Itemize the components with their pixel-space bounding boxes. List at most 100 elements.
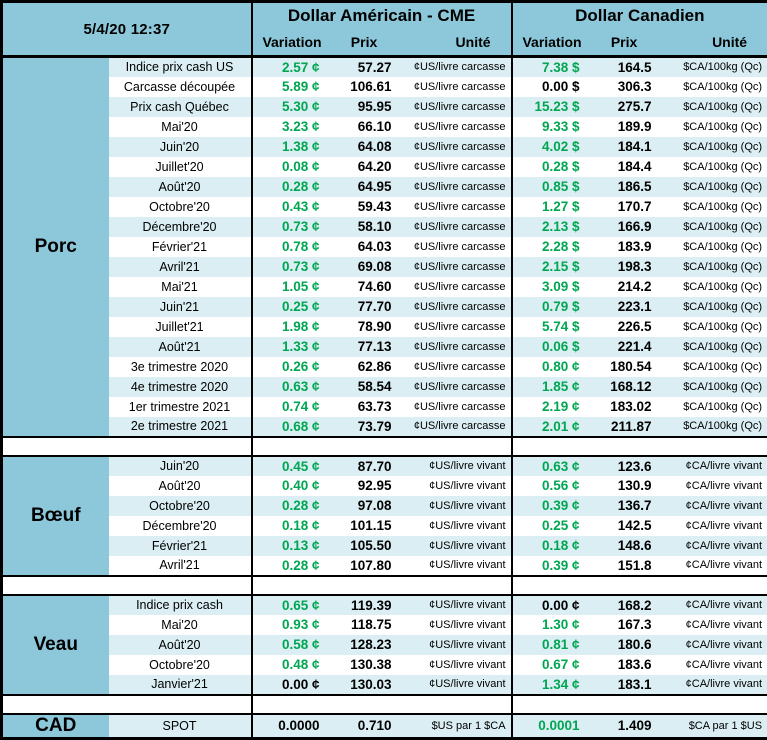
ca-unit-cell: $CA/100kg (Qc): [657, 77, 767, 97]
ca-unit-cell: $CA/100kg (Qc): [657, 117, 767, 137]
variation-value: 7.38: [542, 60, 568, 75]
us-price-cell: 57.27: [332, 57, 397, 77]
ca-price-cell: 223.1: [592, 297, 657, 317]
ca-unite-column-header: Unité: [657, 30, 767, 57]
row-label: Carcasse découpée: [109, 77, 252, 97]
category-veau: Veau: [2, 595, 109, 695]
currency-symbol: ¢: [572, 677, 580, 692]
currency-symbol: ¢: [312, 419, 320, 434]
variation-value: 0.81: [542, 637, 568, 652]
us-unit-cell: ¢US/livre carcasse: [397, 257, 512, 277]
ca-variation-cell: 1.85 ¢: [512, 377, 592, 397]
us-unit-cell: ¢US/livre carcasse: [397, 237, 512, 257]
us-variation-cell: 0.40 ¢: [252, 476, 332, 496]
us-unit-cell: ¢US/livre carcasse: [397, 137, 512, 157]
variation-value: 0.00: [282, 677, 308, 692]
ca-unit-cell: $CA/100kg (Qc): [657, 257, 767, 277]
currency-symbol: $: [572, 119, 580, 134]
variation-value: 0.93: [282, 617, 308, 632]
us-price-cell: 119.39: [332, 595, 397, 615]
row-label: Février'21: [109, 536, 252, 556]
ca-unit-cell: $CA/100kg (Qc): [657, 177, 767, 197]
ca-price-cell: 226.5: [592, 317, 657, 337]
currency-symbol: ¢: [312, 99, 320, 114]
variation-value: 0.56: [542, 478, 568, 493]
currency-symbol: ¢: [312, 79, 320, 94]
currency-symbol: ¢: [572, 657, 580, 672]
group-header-row: 5/4/20 12:37 Dollar Américain - CME Doll…: [2, 2, 767, 30]
us-variation-cell: 1.05 ¢: [252, 277, 332, 297]
ca-variation-cell: 7.38 $: [512, 57, 592, 77]
ca-price-cell: 168.2: [592, 595, 657, 615]
ca-price-cell: 221.4: [592, 337, 657, 357]
us-unit-cell: ¢US/livre carcasse: [397, 337, 512, 357]
ca-unit-cell: ¢CA/livre vivant: [657, 496, 767, 516]
currency-symbol: ¢: [312, 637, 320, 652]
row-label: Mai'21: [109, 277, 252, 297]
variation-value: 0.00: [542, 598, 568, 613]
us-unit-cell: ¢US/livre carcasse: [397, 157, 512, 177]
ca-unit-cell: $CA/100kg (Qc): [657, 377, 767, 397]
row-label: Août'20: [109, 177, 252, 197]
us-price-cell: 78.90: [332, 317, 397, 337]
currency-symbol: ¢: [572, 419, 580, 434]
variation-value: 0.00: [542, 79, 568, 94]
ca-unit-cell: $CA/100kg (Qc): [657, 197, 767, 217]
us-price-cell: 64.20: [332, 157, 397, 177]
currency-symbol: ¢: [312, 558, 320, 573]
row-label: Février'21: [109, 237, 252, 257]
us-unit-cell: ¢US/livre carcasse: [397, 297, 512, 317]
us-unit-cell: ¢US/livre carcasse: [397, 377, 512, 397]
currency-symbol: ¢: [312, 199, 320, 214]
ca-unit-cell: $CA/100kg (Qc): [657, 417, 767, 437]
ca-price-cell: 148.6: [592, 536, 657, 556]
ca-price-cell: 167.3: [592, 615, 657, 635]
variation-value: 0.67: [542, 657, 568, 672]
gap-cell: [512, 437, 767, 456]
row-label: Juin'20: [109, 456, 252, 476]
us-variation-cell: 0.00 ¢: [252, 675, 332, 695]
ca-price-cell: 183.02: [592, 397, 657, 417]
us-unit-cell: ¢US/livre vivant: [397, 496, 512, 516]
variation-value: 0.43: [282, 199, 308, 214]
variation-value: 2.01: [542, 419, 568, 434]
currency-symbol: ¢: [572, 518, 580, 533]
ca-unit-cell: $CA/100kg (Qc): [657, 57, 767, 77]
ca-price-cell: 306.3: [592, 77, 657, 97]
currency-symbol: ¢: [312, 239, 320, 254]
ca-variation-cell: 0.39 ¢: [512, 496, 592, 516]
currency-symbol: ¢: [572, 598, 580, 613]
us-variation-cell: 0.58 ¢: [252, 635, 332, 655]
us-price-cell: 64.08: [332, 137, 397, 157]
ca-price-cell: 186.5: [592, 177, 657, 197]
us-price-cell: 97.08: [332, 496, 397, 516]
us-variation-cell: 0.73 ¢: [252, 217, 332, 237]
ca-variation-cell: 0.39 ¢: [512, 556, 592, 576]
row-label: Juillet'21: [109, 317, 252, 337]
currency-symbol: ¢: [312, 617, 320, 632]
currency-symbol: $: [572, 239, 580, 254]
us-unit-cell: ¢US/livre vivant: [397, 516, 512, 536]
us-unite-column-header: Unité: [397, 30, 512, 57]
us-unit-cell: ¢US/livre carcasse: [397, 217, 512, 237]
us-unit-cell: ¢US/livre carcasse: [397, 177, 512, 197]
ca-price-cell: 214.2: [592, 277, 657, 297]
currency-symbol: ¢: [312, 159, 320, 174]
ca-unit-cell: $CA/100kg (Qc): [657, 297, 767, 317]
variation-value: 0.80: [542, 359, 568, 374]
variation-value: 0.63: [282, 379, 308, 394]
ca-unit-cell: $CA/100kg (Qc): [657, 357, 767, 377]
us-price-cell: 64.03: [332, 237, 397, 257]
variation-value: 0.25: [542, 518, 568, 533]
variation-value: 15.23: [534, 99, 568, 114]
ca-price-cell: 1.409: [592, 714, 657, 739]
us-price-cell: 101.15: [332, 516, 397, 536]
currency-symbol: $: [572, 179, 580, 194]
ca-variation-column-header: Variation: [512, 30, 592, 57]
